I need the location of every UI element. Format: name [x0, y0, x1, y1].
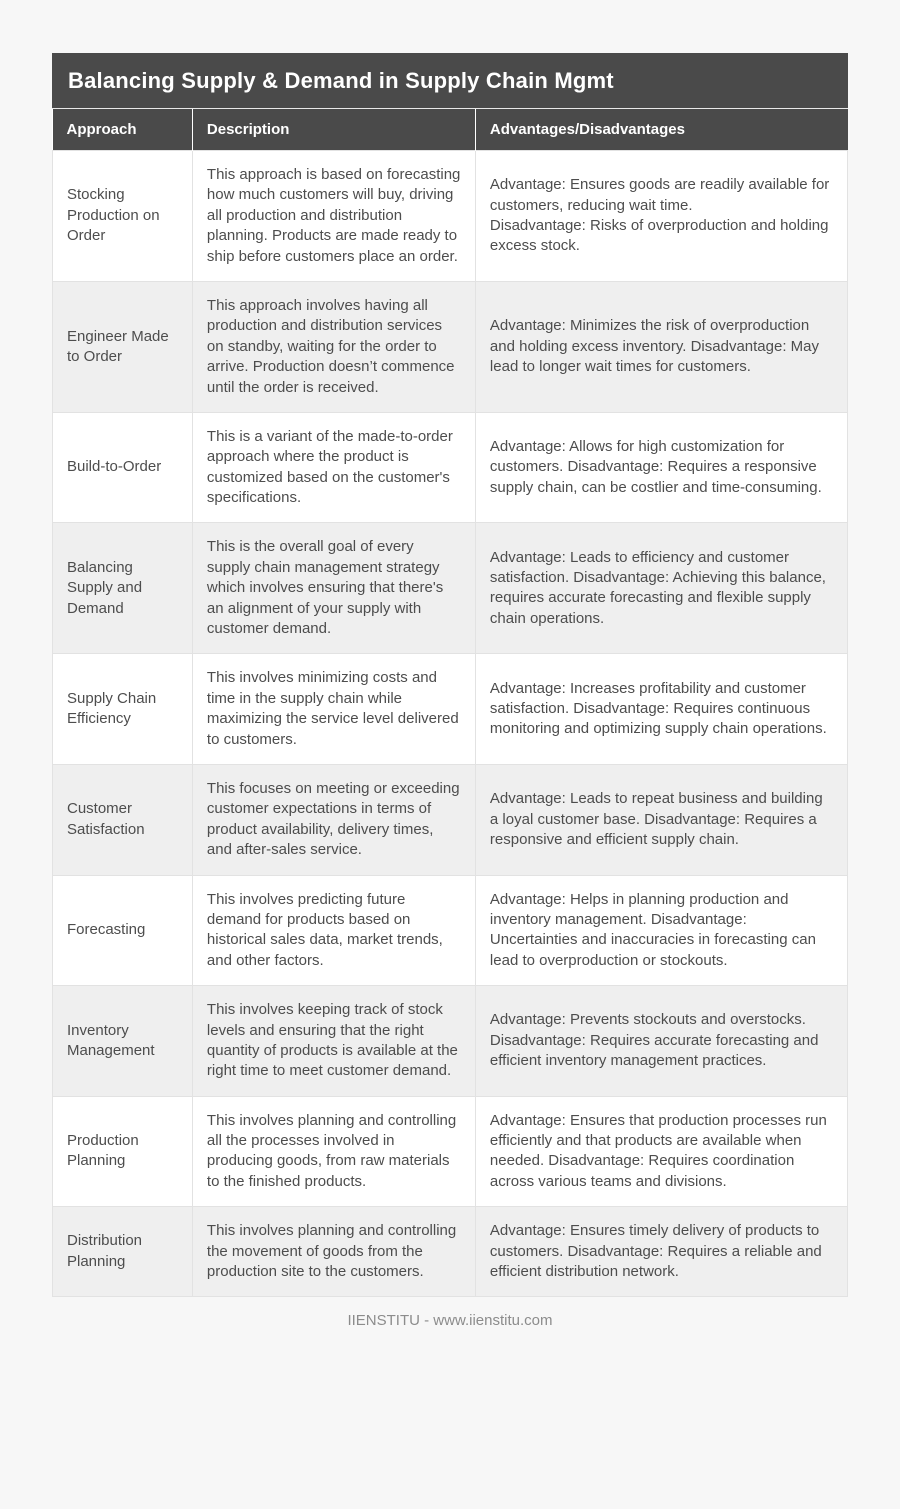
approach-cell: Stocking Production on Order	[52, 150, 193, 282]
column-header-approach: Approach	[52, 109, 193, 151]
description-cell: This involves planning and controlling t…	[191, 1206, 476, 1298]
approach-cell: Customer Satisfaction	[52, 763, 193, 876]
advantages-cell: Advantage: Ensures timely delivery of pr…	[474, 1206, 849, 1298]
table-row: Inventory Management This involves keepi…	[52, 985, 849, 1097]
description-cell: This is the overall goal of every supply…	[191, 522, 476, 655]
approach-cell: Supply Chain Efficiency	[52, 653, 193, 765]
advantages-cell: Advantage: Prevents stockouts and overst…	[474, 985, 849, 1097]
approach-cell: Engineer Made to Order	[52, 280, 193, 413]
table-row: Forecasting This involves predicting fut…	[52, 874, 849, 987]
advantages-cell: Advantage: Ensures goods are readily ava…	[474, 150, 849, 282]
table-card: Balancing Supply & Demand in Supply Chai…	[52, 53, 849, 1298]
table-row: Engineer Made to Order This approach inv…	[52, 280, 849, 413]
table-row: Distribution Planning This involves plan…	[52, 1206, 849, 1298]
table-row: Customer Satisfaction This focuses on me…	[52, 763, 849, 876]
page-title: Balancing Supply & Demand in Supply Chai…	[52, 53, 848, 109]
advantages-cell: Advantage: Allows for high customization…	[474, 411, 849, 524]
table-row: Stocking Production on Order This approa…	[52, 150, 849, 282]
advantages-cell: Advantage: Ensures that production proce…	[474, 1095, 849, 1208]
approach-cell: Inventory Management	[52, 985, 193, 1097]
table-row: Production Planning This involves planni…	[52, 1095, 849, 1208]
approach-cell: Distribution Planning	[52, 1206, 193, 1298]
description-cell: This focuses on meeting or exceeding cus…	[191, 763, 476, 876]
description-cell: This involves minimizing costs and time …	[191, 653, 476, 765]
description-cell: This is a variant of the made-to-order a…	[191, 411, 476, 524]
approach-cell: Balancing Supply and Demand	[52, 522, 193, 655]
description-cell: This involves planning and controlling a…	[191, 1095, 476, 1208]
description-cell: This approach involves having all produc…	[191, 280, 476, 413]
column-header-description: Description	[192, 109, 476, 151]
approach-cell: Build-to-Order	[52, 411, 193, 524]
advantages-cell: Advantage: Leads to repeat business and …	[474, 763, 849, 876]
footer-credit: IIENSTITU - www.iienstitu.com	[347, 1312, 553, 1330]
advantages-cell: Advantage: Leads to efficiency and custo…	[474, 522, 849, 655]
column-header-advantages: Advantages/Disadvantages	[475, 109, 848, 151]
table-row: Supply Chain Efficiency This involves mi…	[52, 653, 849, 765]
table-header-row: Approach Description Advantages/Disadvan…	[52, 109, 848, 151]
advantages-cell: Advantage: Helps in planning production …	[474, 874, 849, 987]
table-row: Balancing Supply and Demand This is the …	[52, 522, 849, 655]
table-row: Build-to-Order This is a variant of the …	[52, 411, 849, 524]
description-cell: This involves predicting future demand f…	[191, 874, 476, 987]
table-body: Stocking Production on Order This approa…	[52, 150, 849, 1298]
advantages-cell: Advantage: Minimizes the risk of overpro…	[474, 280, 849, 413]
approach-cell: Production Planning	[52, 1095, 193, 1208]
description-cell: This involves keeping track of stock lev…	[191, 985, 476, 1097]
description-cell: This approach is based on forecasting ho…	[191, 150, 476, 282]
approaches-table: Approach Description Advantages/Disadvan…	[52, 109, 849, 1298]
advantages-cell: Advantage: Increases profitability and c…	[474, 653, 849, 765]
approach-cell: Forecasting	[52, 874, 193, 987]
